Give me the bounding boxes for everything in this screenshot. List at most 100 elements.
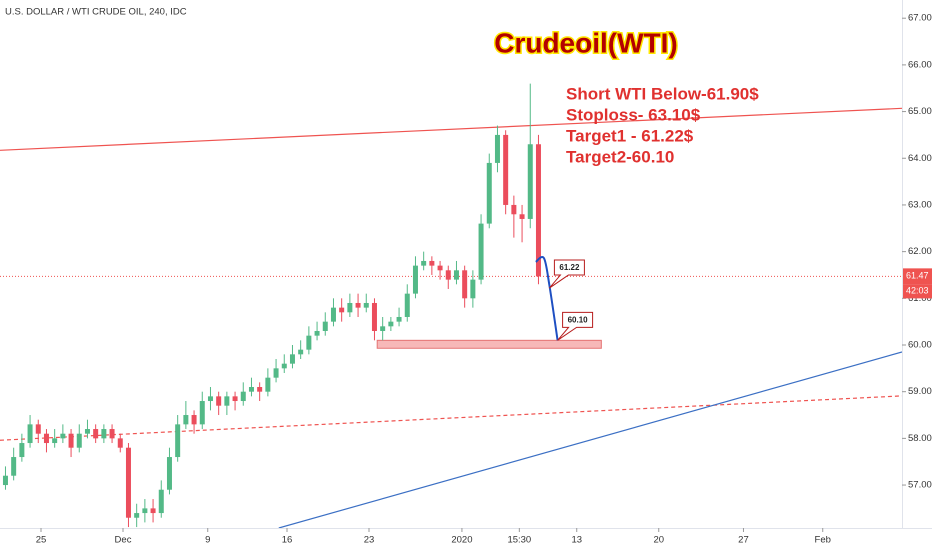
candle-body xyxy=(84,429,90,434)
candle-body xyxy=(35,424,41,434)
candle-body xyxy=(68,433,74,448)
candle-body xyxy=(306,335,312,350)
candle-body xyxy=(371,302,377,331)
candle-body xyxy=(224,396,230,406)
candle-body xyxy=(322,321,328,331)
candle-body xyxy=(216,396,222,406)
candle-body xyxy=(412,265,418,294)
y-tick-label: 58.00 xyxy=(908,433,932,444)
candle-body xyxy=(511,204,517,215)
candle-body xyxy=(232,396,238,402)
candle-body xyxy=(109,429,115,439)
candle-body xyxy=(257,387,263,392)
candle-body xyxy=(289,354,295,364)
candle-body xyxy=(503,134,509,205)
candle-body xyxy=(462,270,468,299)
candle-body xyxy=(207,396,213,402)
candle-body xyxy=(421,260,427,266)
x-tick-label: 27 xyxy=(738,535,749,546)
y-tick-label: 66.00 xyxy=(908,59,932,70)
candle-body xyxy=(396,316,402,322)
candle-body xyxy=(199,401,205,425)
x-tick-label: Dec xyxy=(115,535,132,546)
candle-body xyxy=(265,377,271,392)
symbol-header: U.S. DOLLAR / WTI CRUDE OIL, 240, IDC xyxy=(5,7,187,18)
trade-note: Short WTI Below-61.90$ xyxy=(566,84,759,103)
candle-body xyxy=(27,424,33,444)
candle-body xyxy=(429,260,435,266)
callout-label: 61.22 xyxy=(559,263,580,272)
candle-body xyxy=(191,415,197,425)
candle-body xyxy=(453,270,459,280)
candle-body xyxy=(527,144,533,219)
candle-body xyxy=(314,330,320,336)
y-tick-label: 62.00 xyxy=(908,246,932,257)
candle-body xyxy=(134,513,140,518)
y-tick-label: 64.00 xyxy=(908,153,932,164)
candle-body xyxy=(355,302,361,308)
candle-body xyxy=(281,363,287,369)
candle-body xyxy=(330,307,336,322)
candle-body xyxy=(117,438,123,448)
candle-body xyxy=(125,447,131,518)
projection-curve xyxy=(535,256,559,341)
x-tick-label: 13 xyxy=(571,535,582,546)
candle-body xyxy=(150,508,156,514)
last-price-box xyxy=(903,268,932,285)
candle-body xyxy=(388,321,394,327)
candle-body xyxy=(347,302,353,313)
trendline xyxy=(0,107,902,151)
trade-note: Target1 - 61.22$ xyxy=(566,126,694,145)
y-tick-label: 65.00 xyxy=(908,106,932,117)
candle-body xyxy=(470,279,476,299)
candle-body xyxy=(486,162,492,224)
x-tick-label: 16 xyxy=(282,535,293,546)
candle-body xyxy=(494,134,500,163)
candle-body xyxy=(101,429,107,439)
x-tick-label: 15:30 xyxy=(507,535,531,546)
trade-note: Stoploss- 63.10$ xyxy=(566,105,701,124)
axes: 57.0058.0059.0060.0061.0062.0063.0064.00… xyxy=(36,13,932,546)
candle-body xyxy=(11,457,17,476)
candle-body xyxy=(363,302,369,308)
candle-body xyxy=(339,307,345,313)
x-tick-label: 9 xyxy=(205,535,210,546)
candle-body xyxy=(60,433,66,439)
countdown-box xyxy=(903,284,932,299)
y-tick-label: 60.00 xyxy=(908,340,932,351)
y-tick-label: 59.00 xyxy=(908,386,932,397)
candle-body xyxy=(445,270,451,280)
y-tick-label: 63.00 xyxy=(908,199,932,210)
trendline xyxy=(278,351,902,528)
candle-body xyxy=(404,293,410,317)
candle-body xyxy=(298,349,304,355)
x-tick-label: 20 xyxy=(653,535,664,546)
candle-body xyxy=(380,326,386,331)
trendline xyxy=(0,395,902,441)
target-zone xyxy=(376,339,602,349)
plot-area: 61.22 60.10 xyxy=(0,83,902,528)
candle-body xyxy=(93,429,99,439)
candle-body xyxy=(183,415,189,425)
candle-body xyxy=(2,475,8,486)
candle-body xyxy=(240,391,246,402)
countdown-label: 42:03 xyxy=(906,286,929,296)
callout-label: 60.10 xyxy=(568,315,589,324)
chart-title: Crudeoil(WTI) xyxy=(494,27,678,58)
y-tick-label: 67.00 xyxy=(908,13,932,24)
candle-body xyxy=(43,433,49,444)
candle-body xyxy=(175,424,181,458)
candle-body xyxy=(437,265,443,271)
candle-body xyxy=(52,438,58,444)
candle-body xyxy=(19,443,25,458)
candle-body xyxy=(76,433,82,448)
y-tick-label: 57.00 xyxy=(908,480,932,491)
annotations: U.S. DOLLAR / WTI CRUDE OIL, 240, IDC Cr… xyxy=(5,7,759,167)
candle-body xyxy=(273,368,279,378)
x-tick-label: 23 xyxy=(364,535,375,546)
candle-body xyxy=(478,223,484,280)
trade-note: Target2-60.10 xyxy=(566,147,674,166)
last-price-label: 61.47 xyxy=(906,271,929,281)
candle-body xyxy=(248,387,254,392)
